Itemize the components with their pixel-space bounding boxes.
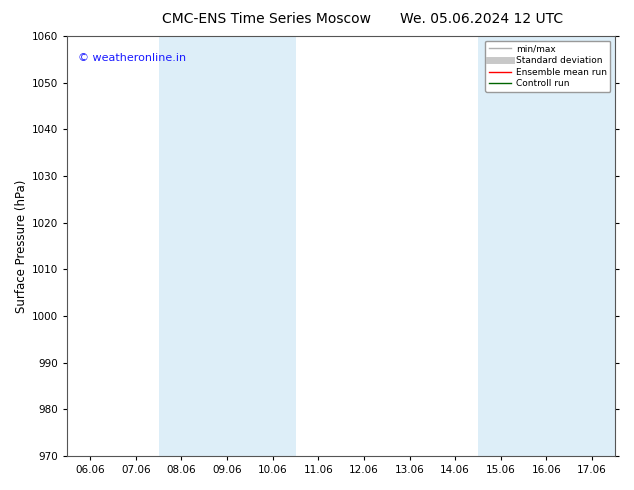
Text: CMC-ENS Time Series Moscow: CMC-ENS Time Series Moscow [162,12,371,26]
Legend: min/max, Standard deviation, Ensemble mean run, Controll run: min/max, Standard deviation, Ensemble me… [485,41,611,92]
Bar [158,36,295,456]
Y-axis label: Surface Pressure (hPa): Surface Pressure (hPa) [15,179,28,313]
Text: © weatheronline.in: © weatheronline.in [79,53,186,63]
Text: We. 05.06.2024 12 UTC: We. 05.06.2024 12 UTC [400,12,564,26]
Bar [478,36,615,456]
